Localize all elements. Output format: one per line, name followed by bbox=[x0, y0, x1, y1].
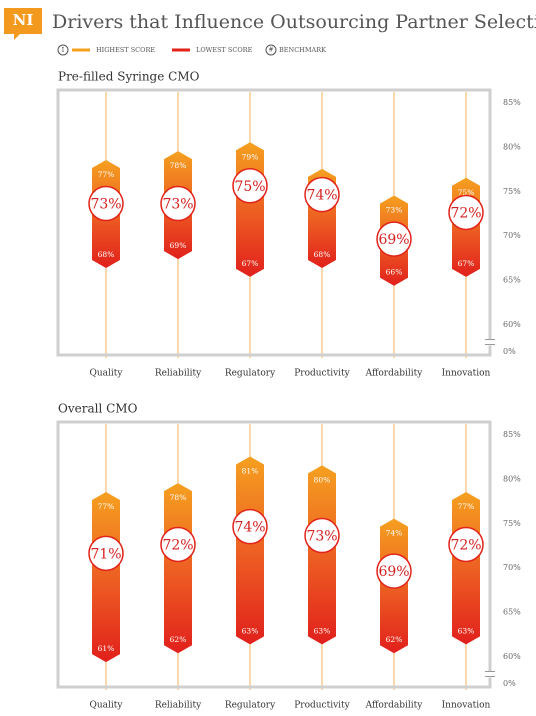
legend-icon bbox=[265, 44, 277, 56]
chart-title: Pre-filled Syringe CMO bbox=[58, 70, 200, 84]
benchmark-marker bbox=[232, 168, 268, 204]
plot-frame bbox=[56, 420, 492, 689]
benchmark-label: 72% bbox=[450, 537, 481, 553]
high-label: 74% bbox=[386, 529, 403, 538]
x-tick-label: Reliability bbox=[155, 701, 202, 711]
range-bar bbox=[236, 142, 264, 277]
low-label: 67% bbox=[458, 259, 475, 268]
benchmark-marker bbox=[448, 194, 484, 231]
x-tick-label: Productivity bbox=[294, 701, 350, 711]
logo: NI bbox=[13, 11, 34, 29]
axis-break-gap bbox=[486, 339, 494, 346]
y-tick-label: 80% bbox=[503, 474, 521, 483]
benchmark-label: 69% bbox=[378, 232, 409, 248]
benchmark-marker bbox=[448, 526, 484, 563]
benchmark-label: 74% bbox=[234, 520, 265, 536]
benchmark-label: 69% bbox=[378, 564, 409, 580]
benchmark-marker bbox=[376, 553, 412, 589]
benchmark-marker bbox=[160, 185, 196, 222]
legend-label: BENCHMARK bbox=[279, 46, 326, 54]
y-tick-label: 0% bbox=[503, 679, 516, 688]
benchmark-marker bbox=[304, 176, 340, 213]
x-tick-label: Quality bbox=[90, 369, 124, 379]
benchmark-label: 73% bbox=[90, 197, 121, 213]
y-tick-label: 60% bbox=[503, 652, 521, 661]
high-label: 79% bbox=[242, 152, 259, 161]
legend-icon-glyph: ↕ bbox=[60, 46, 66, 54]
benchmark-marker bbox=[88, 535, 124, 572]
x-tick-label: Regulatory bbox=[225, 701, 276, 711]
low-label: 66% bbox=[386, 268, 403, 277]
y-tick-label: 0% bbox=[503, 347, 516, 356]
low-label: 69% bbox=[170, 241, 187, 250]
high-label: 77% bbox=[98, 502, 115, 511]
high-label: 75% bbox=[458, 188, 475, 197]
logo-badge bbox=[4, 8, 42, 40]
benchmark-label: 72% bbox=[162, 537, 193, 553]
x-tick-label: Regulatory bbox=[225, 369, 276, 379]
high-label: 73% bbox=[386, 206, 403, 215]
low-label: 68% bbox=[98, 250, 115, 259]
y-tick-label: 85% bbox=[503, 430, 521, 439]
benchmark-label: 75% bbox=[234, 179, 265, 195]
legend-icon bbox=[57, 44, 69, 56]
benchmark-label: 72% bbox=[450, 205, 481, 221]
low-label: 63% bbox=[458, 626, 475, 635]
x-tick-label: Productivity bbox=[294, 369, 350, 379]
y-tick-label: 75% bbox=[503, 187, 521, 196]
x-tick-label: Affordability bbox=[365, 701, 424, 711]
benchmark-label: 71% bbox=[90, 546, 121, 562]
y-tick-label: 75% bbox=[503, 519, 521, 528]
low-label: 67% bbox=[242, 259, 259, 268]
x-tick-label: Innovation bbox=[442, 369, 491, 379]
chart-title: Overall CMO bbox=[58, 402, 138, 416]
axis-break-gap bbox=[486, 671, 494, 678]
low-label: 62% bbox=[386, 635, 403, 644]
low-label: 61% bbox=[98, 644, 115, 653]
benchmark-label: 73% bbox=[162, 197, 193, 213]
range-bar bbox=[236, 456, 264, 645]
range-bar bbox=[92, 492, 120, 663]
y-tick-label: 65% bbox=[503, 276, 521, 285]
low-label: 63% bbox=[242, 626, 259, 635]
high-label: 78% bbox=[170, 161, 187, 170]
y-tick-label: 70% bbox=[503, 231, 521, 240]
page-title: Drivers that Influence Outsourcing Partn… bbox=[52, 11, 536, 33]
benchmark-label: 73% bbox=[306, 529, 337, 545]
high-label: 80% bbox=[314, 475, 331, 484]
benchmark-marker bbox=[304, 517, 340, 554]
y-tick-label: 85% bbox=[503, 98, 521, 107]
range-bar bbox=[164, 483, 192, 654]
high-label: 77% bbox=[98, 170, 115, 179]
benchmark-marker bbox=[88, 185, 124, 222]
low-label: 68% bbox=[314, 250, 331, 259]
low-label: 62% bbox=[170, 635, 187, 644]
x-tick-label: Innovation bbox=[442, 701, 491, 711]
x-tick-label: Affordability bbox=[365, 369, 424, 379]
high-label: 77% bbox=[458, 502, 475, 511]
benchmark-marker bbox=[376, 221, 412, 257]
x-tick-label: Quality bbox=[90, 701, 124, 711]
plot-frame bbox=[56, 88, 492, 357]
high-label: 78% bbox=[170, 493, 187, 502]
legend-label: HIGHEST SCORE bbox=[96, 46, 155, 54]
range-bar bbox=[452, 492, 480, 645]
benchmark-marker bbox=[232, 508, 268, 545]
x-tick-label: Reliability bbox=[155, 369, 202, 379]
low-label: 63% bbox=[314, 626, 331, 635]
benchmark-label: 74% bbox=[306, 188, 337, 204]
benchmark-marker bbox=[160, 526, 196, 563]
high-label: 81% bbox=[242, 467, 259, 476]
legend-icon-glyph: # bbox=[268, 47, 273, 54]
y-tick-label: 80% bbox=[503, 142, 521, 151]
legend: ↕ # bbox=[57, 44, 277, 56]
y-tick-label: 70% bbox=[503, 563, 521, 572]
legend-label: LOWEST SCORE bbox=[196, 46, 253, 54]
y-tick-label: 60% bbox=[503, 320, 521, 329]
y-tick-label: 65% bbox=[503, 608, 521, 617]
range-bar bbox=[308, 465, 336, 645]
